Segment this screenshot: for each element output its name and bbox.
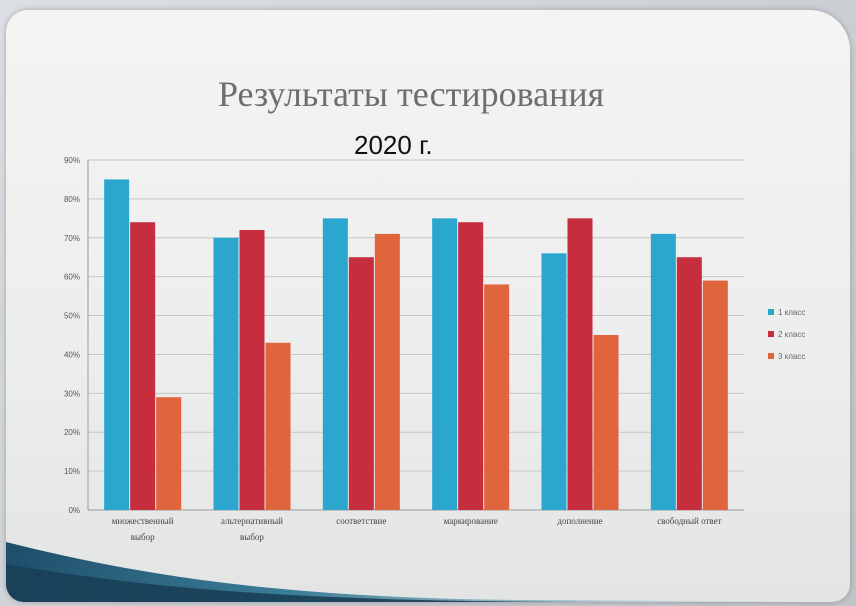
bar [484,284,510,510]
category-label: альтернативный выбор [221,516,283,542]
category-label: дополнение [557,516,602,526]
legend-swatch [768,309,774,315]
slide-swoosh-decoration [6,542,850,602]
y-tick-label: 80% [64,195,80,204]
y-tick-label: 0% [68,506,80,515]
bar [265,342,291,510]
category-label: соответствие [336,516,386,526]
bar [541,253,567,511]
bar [593,335,619,510]
bar [567,218,593,511]
chart-subtitle: 2020 г. [354,130,433,160]
category-label: маркирование [444,516,498,526]
y-tick-label: 70% [64,234,80,243]
y-tick-label: 30% [64,389,80,398]
bar [676,257,702,510]
y-tick-label: 40% [64,350,80,359]
bar [156,397,182,510]
bar [650,233,676,510]
legend-label: 3 класс [778,352,805,361]
category-label: свободный ответ [657,516,722,526]
bar [374,233,400,510]
legend-label: 1 класс [778,308,805,317]
bar [432,218,458,511]
legend: 1 класс 2 класс 3 класс [768,308,805,361]
legend-swatch [768,331,774,337]
bar [348,257,374,510]
legend-swatch [768,353,774,359]
bar [322,218,348,511]
bar [458,222,484,510]
bar [130,222,156,510]
y-tick-label: 10% [64,467,80,476]
presentation-slide: Результаты тестирования 2020 г. 0% 10% 20%… [6,10,850,602]
chart: Результаты тестирования 2020 г. 0% 10% 20%… [64,74,805,542]
bar [239,230,265,510]
y-tick-label: 90% [64,156,80,165]
y-tick-label: 20% [64,428,80,437]
bar [702,280,728,510]
bar [213,237,239,510]
bar [104,179,130,510]
category-label: множественный выбор [112,516,174,542]
y-tick-label: 50% [64,312,80,321]
legend-label: 2 класс [778,330,805,339]
plot-area: 0% 10% 20% 30% 40% 50% 60% 70% 80% 90% множественн… [64,156,744,542]
y-tick-label: 60% [64,273,80,282]
chart-title: Результаты тестирования [218,74,604,114]
